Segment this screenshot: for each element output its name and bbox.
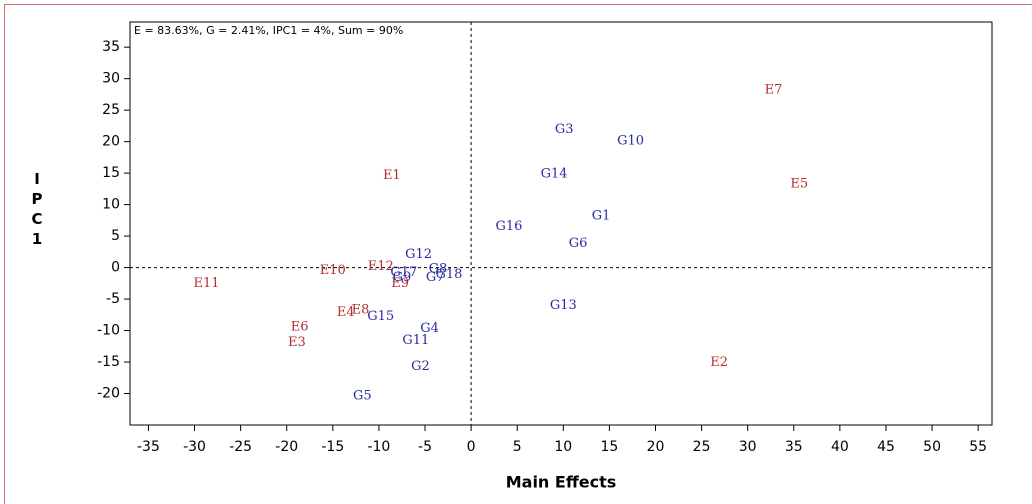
point-label: E10: [320, 263, 346, 278]
point-label: E11: [193, 276, 219, 291]
point-label: E2: [710, 355, 728, 370]
y-tick-label: -5: [106, 291, 120, 307]
point-label: G7: [426, 270, 445, 285]
x-tick-label: 55: [969, 439, 987, 455]
x-tick-label: 20: [647, 439, 665, 455]
point-label: G3: [555, 122, 574, 137]
x-tick-label: -25: [229, 439, 252, 455]
x-tick-label: -20: [275, 439, 298, 455]
point-label: E12: [368, 259, 394, 274]
y-tick-label: 20: [102, 134, 120, 150]
y-tick-label: 10: [102, 197, 120, 213]
point-label: G17: [390, 265, 417, 280]
point-label: E7: [765, 83, 783, 98]
point-label: G4: [420, 321, 439, 336]
x-tick-label: 50: [923, 439, 941, 455]
point-label: G15: [367, 309, 394, 324]
annotation: E = 83.63%, G = 2.41%, IPC1 = 4%, Sum = …: [134, 24, 403, 37]
x-tick-label: 40: [831, 439, 849, 455]
point-label: G5: [353, 389, 372, 404]
y-tick-label: -20: [97, 386, 120, 402]
x-tick-label: 5: [513, 439, 522, 455]
plot-frame: [129, 21, 993, 426]
point-label: G14: [541, 166, 568, 181]
y-axis-label: IPC1: [28, 170, 46, 250]
point-label: G8: [429, 261, 448, 276]
point-label: E1: [383, 168, 401, 183]
x-tick-label: -15: [321, 439, 344, 455]
point-label: E4: [337, 305, 355, 320]
y-tick-label: -15: [97, 354, 120, 370]
point-label: G13: [550, 298, 577, 313]
y-tick-label: 15: [102, 165, 120, 181]
point-label: G2: [411, 359, 430, 374]
x-tick-label: 35: [785, 439, 803, 455]
x-axis-label: Main Effects: [506, 473, 617, 492]
y-tick-label: 0: [111, 260, 120, 276]
point-label: E8: [352, 302, 370, 317]
x-tick-label: 0: [467, 439, 476, 455]
x-tick-label: 30: [739, 439, 757, 455]
point-label: G16: [495, 219, 522, 234]
point-label: G18: [436, 267, 463, 282]
y-tick-label: 5: [111, 228, 120, 244]
y-tick-label: 30: [102, 71, 120, 87]
point-label: G1: [592, 208, 611, 223]
x-tick-label: 45: [877, 439, 895, 455]
point-label: G12: [405, 247, 432, 262]
y-tick-label: 25: [102, 102, 120, 118]
x-tick-label: -30: [183, 439, 206, 455]
frame: [4, 4, 1032, 504]
point-label: E5: [790, 176, 808, 191]
point-label: G11: [402, 333, 429, 348]
x-tick-label: -10: [367, 439, 390, 455]
point-label: G10: [617, 134, 644, 149]
x-tick-label: 15: [600, 439, 618, 455]
point-label: G9: [393, 270, 412, 285]
x-tick-label: -35: [137, 439, 160, 455]
point-label: E3: [288, 335, 306, 350]
y-tick-label: 35: [102, 39, 120, 55]
x-tick-label: 10: [554, 439, 572, 455]
x-tick-label: 25: [693, 439, 711, 455]
point-label: E9: [391, 276, 409, 291]
point-label: E6: [291, 319, 309, 334]
x-tick-label: -5: [418, 439, 432, 455]
y-tick-label: -10: [97, 323, 120, 339]
point-label: G6: [569, 236, 588, 251]
